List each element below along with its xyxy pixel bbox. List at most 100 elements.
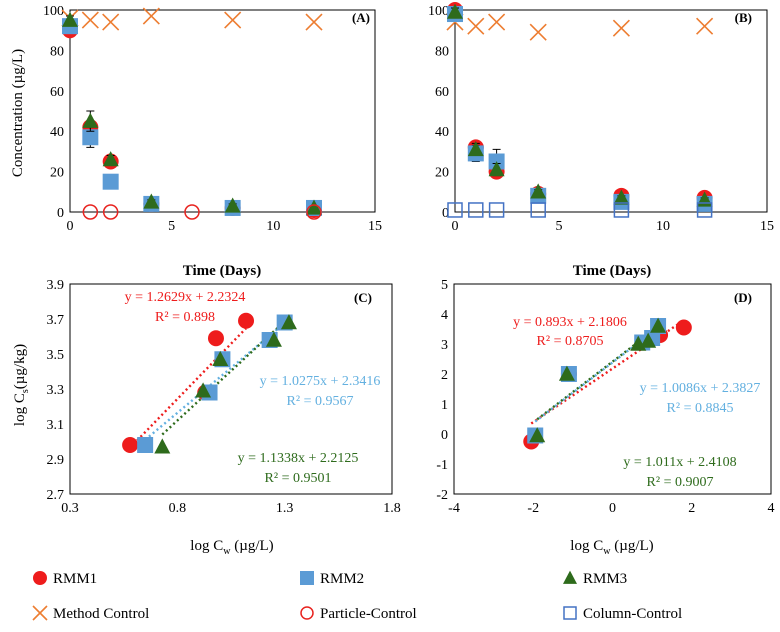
legend: RMM1 RMM2 RMM3 Method Control Particle-Contr… [32,570,682,622]
panel-d-ytick-label: -2 [436,488,448,503]
panel-b-xtick-label: 5 [556,219,563,234]
panel-c-xlabel-main: log C [190,538,223,554]
panel-b-rmm3-point [467,140,484,157]
panel-b-ytick-label: 20 [435,166,449,181]
panel-c-xlabel-sub: w [223,546,231,557]
panel-c-rmm3-point [280,314,297,330]
panel-a-ytick-label: 20 [50,166,64,181]
panel-c-fit-rmm2-equation: y = 1.0275x + 2.3416 [260,374,381,389]
panel-a-plot-frame [69,9,376,213]
panel-a-ytick-label: 0 [57,206,64,221]
panel-a-rmm2-point [102,173,119,190]
panel-a-label: (A) [352,10,370,25]
panel-b-column-control-point [468,202,484,218]
panel-d-xlabel-tail: (µg/L) [610,538,653,554]
panel-c-ytick-label: 3.3 [47,383,65,398]
panel-d-fit-rmm3-r2: R² = 0.9007 [647,475,714,490]
panel-a-method-control-point [102,13,120,31]
panel-b-xtick-label: 15 [760,219,774,234]
panel-c-rmm3-point [154,438,171,454]
panel-c-xlabel-tail: (µg/L) [230,538,273,554]
legend-column-control-label: Column-Control [583,606,682,622]
panel-c-fit-rmm3-equation: y = 1.1338x + 2.2125 [238,451,359,466]
panel-b-plot-frame [454,9,768,213]
panel-a-particle-control-point [102,204,119,220]
panel-a-ytick-label: 100 [43,4,64,19]
panel-d-rmm3-point [650,317,667,333]
panel-b-ytick-label: 0 [442,206,449,221]
panel-b-xtick-label: 10 [656,219,670,234]
panel-a-xtick-label: 10 [266,219,280,234]
panel-c-ytick-label: 3.5 [47,348,65,363]
panel-b-ytick-label: 60 [435,85,449,100]
panel-d-xtick-label: 4 [768,501,775,516]
panel-a-particle-control-point [306,204,322,220]
panel-c-rmm1-point [207,330,224,347]
panel-d-ytick-label: 1 [441,398,448,413]
panel-d-rmm3-point [529,427,546,443]
panel-c-fit-rmm2-r2: R² = 0.9567 [287,394,354,409]
legend-rmm1-marker [33,571,47,585]
panel-a-rmm2-point [82,129,99,146]
panel-c-rmm1-point [238,312,255,329]
panel-d-ytick-label: -1 [436,458,448,473]
panel-c-ytick-label: 2.7 [47,488,65,503]
panel-d-rmm3-point [558,365,575,381]
panel-a-method-control-point [224,11,242,29]
panel-c-rmm2-point [137,437,154,453]
panel-d-xtick-label: -2 [527,501,539,516]
panel-c-fit-rmm1-line [129,327,247,449]
panel-c-fit-rmm1-r2: R² = 0.898 [155,310,215,325]
panel-c-xlabel: log Cw (µg/L) [190,538,273,557]
panel-d-fit-rmm2-r2: R² = 0.8845 [667,401,734,416]
legend-column-control-marker [563,606,577,620]
panel-c-ylabel: log Cs(µg/kg) [12,344,31,426]
panel-a-xlabel: Time (Days) [183,263,261,279]
panel-c-fit-rmm3-line [161,316,290,436]
panel-b-ytick-label: 40 [435,125,449,140]
panel-b-xlabel: Time (Days) [573,263,651,279]
panel-d-xlabel: log Cw (µg/L) [570,538,653,557]
panel-d-fit-rmm3-equation: y = 1.011x + 2.4108 [623,455,736,470]
panel-c-rmm3-point [195,382,212,398]
panel-a-method-control-point [81,11,99,29]
panel-a-method-control-point [142,7,160,25]
panel-b-method-control-point [612,19,630,37]
panel-b-rmm3-point [447,3,463,19]
panel-b: (B) Time (Days) 0 5 10 15 0 20 40 60 80 100 [428,2,774,279]
panel-d-xtick-label: 0 [609,501,616,516]
panel-c-fit-rmm3-r2: R² = 0.9501 [265,471,332,486]
panel-d-fit-rmm2-equation: y = 1.0086x + 2.3827 [640,381,761,396]
panel-a-ytick-label: 40 [50,125,64,140]
panel-a-rmm3-point [82,112,99,128]
panel-c-rmm3-point [212,350,229,366]
panel-b-column-control-point [613,202,630,218]
panel-a-particle-control-point [184,204,200,220]
panel-c-ytick-label: 3.9 [47,278,65,293]
legend-rmm2-label: RMM2 [320,571,364,587]
panel-c-ylabel-sub: s [20,389,31,393]
panel-a-ytick-label: 80 [50,44,64,59]
panel-d-xtick-label: 2 [688,501,695,516]
panel-b-column-control-point [488,202,505,218]
panel-c-rmm1-point [122,437,139,453]
panel-d-ytick-label: 3 [441,338,448,353]
panel-d-ytick-label: 4 [441,308,448,323]
panel-d-plot-frame [453,283,772,495]
panel-d-ytick-label: 2 [441,368,448,383]
panel-a-ytick-label: 60 [50,85,64,100]
panel-d-xlabel-sub: w [603,546,611,557]
panel-c-rmm3-point [265,331,282,347]
panel-b-rmm3-point [530,183,547,199]
panel-c-label: (C) [354,290,372,305]
panel-d-rmm1-point [675,319,692,336]
legend-rmm2-marker [300,571,314,585]
panel-a-particle-control-point [82,204,99,220]
legend-method-control-label: Method Control [53,606,149,622]
panel-d-rmm3-point [640,332,657,348]
panel-a-xtick-label: 15 [368,219,382,234]
panel-c-ylabel-tail: (µg/kg) [12,344,28,389]
panel-d-xlabel-main: log C [570,538,603,554]
